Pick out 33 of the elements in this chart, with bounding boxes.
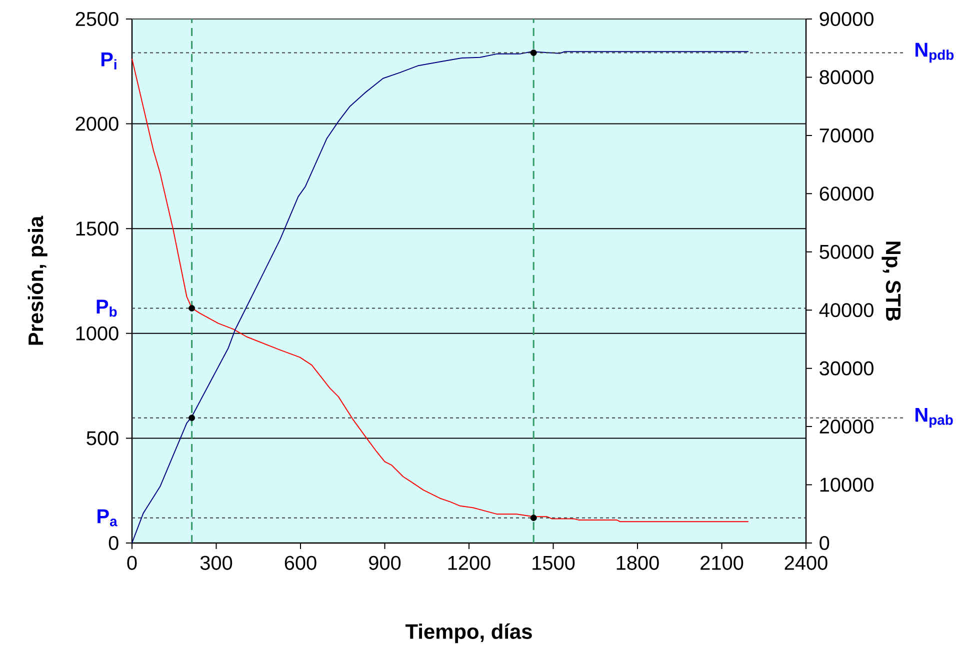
y2-axis-title: Np, STB — [882, 242, 901, 321]
y2-tick-label: 70000 — [820, 128, 874, 142]
annotation: P$_{i}$ — [101, 52, 116, 70]
x-tick-label: 1500 — [532, 556, 575, 570]
y2-tick-label: 20000 — [820, 420, 874, 434]
x-tick-label: 2400 — [784, 556, 828, 570]
y-tick-label: 500 — [86, 431, 118, 446]
y2-tick-label: 40000 — [819, 303, 874, 318]
y-tick-label: 0 — [108, 536, 118, 550]
y-axis-title: Presión, psia — [28, 216, 48, 345]
x-tick-label: 0 — [127, 556, 137, 570]
y2-tick-label: 90000 — [820, 12, 874, 26]
x-tick-label: 300 — [200, 556, 232, 570]
y2-tick-label: 50000 — [820, 244, 874, 259]
x-tick-label: 1200 — [448, 556, 490, 570]
ref-line-label: P$_{a}$ — [98, 509, 118, 526]
x-tick-label: 900 — [369, 556, 401, 570]
x-tick-label: 2100 — [700, 556, 744, 570]
y2-tick-label: 30000 — [820, 361, 874, 376]
y2-tick-label: 60000 — [820, 186, 874, 201]
y2-tick-label: 10000 — [820, 478, 874, 492]
ref-line-label: N$_{pab}$ — [916, 408, 953, 428]
y2-tick-label: 0 — [820, 536, 830, 550]
ref-line-label: P$_{b}$ — [96, 300, 117, 317]
y-tick-label: 2000 — [76, 116, 118, 131]
x-tick-label: 1800 — [616, 556, 659, 570]
y-tick-label: 1500 — [76, 222, 118, 236]
x-tick-label: 600 — [284, 556, 316, 570]
y2-tick-label: 80000 — [820, 70, 874, 84]
y-tick-label: 2500 — [76, 12, 118, 26]
x-axis-title: Tiempo, días — [405, 623, 532, 644]
y-tick-label: 1000 — [76, 326, 118, 340]
ref-line-label: N$_{pdb}$ — [916, 42, 954, 63]
